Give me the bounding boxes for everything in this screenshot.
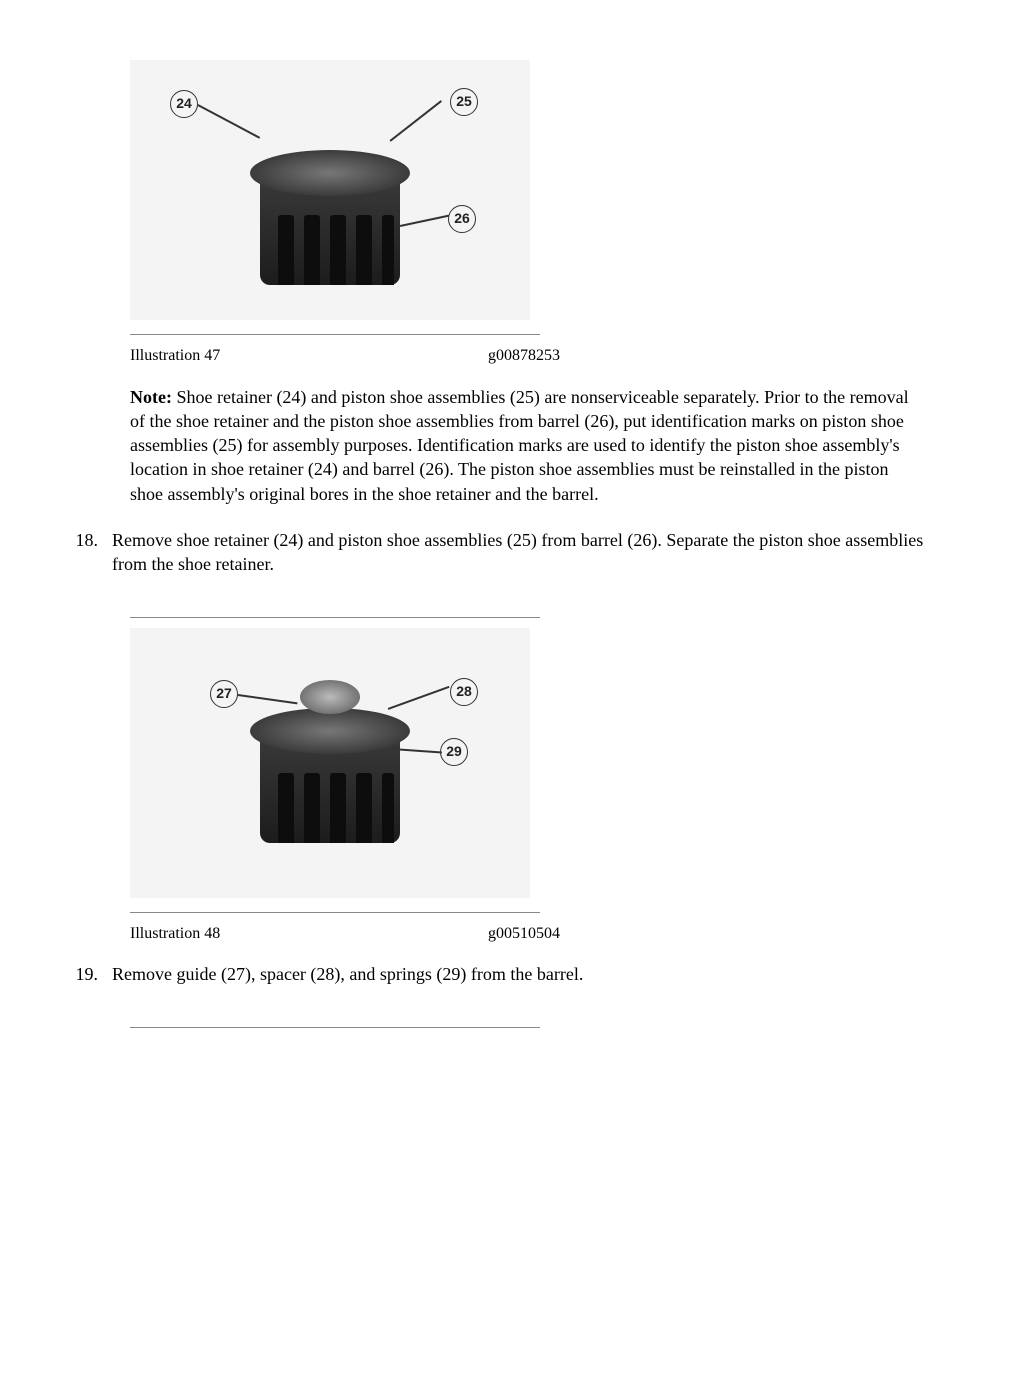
callout-24: 24 <box>170 90 198 118</box>
illustration-label: Illustration 48 <box>130 923 488 945</box>
step-19: 19. Remove guide (27), spacer (28), and … <box>60 962 944 986</box>
note-block: Note: Shoe retainer (24) and piston shoe… <box>130 385 924 506</box>
callout-29: 29 <box>440 738 468 766</box>
callout-26: 26 <box>448 205 476 233</box>
illustration-id: g00510504 <box>488 923 560 945</box>
illustration-48-image: 27 28 29 <box>130 628 530 898</box>
illustration-47-image: 24 25 26 <box>130 60 530 320</box>
figure-47-caption: Illustration 47 g00878253 <box>130 345 560 367</box>
step-18: 18. Remove shoe retainer (24) and piston… <box>60 528 944 577</box>
trailing-figure-block <box>130 1027 944 1028</box>
figure-divider <box>130 912 540 913</box>
note-text: Shoe retainer (24) and piston shoe assem… <box>130 387 909 504</box>
figure-48: 27 28 29 Illustration 48 g00510504 <box>130 617 944 945</box>
callout-25: 25 <box>450 88 478 116</box>
note-label: Note: <box>130 387 176 407</box>
illustration-id: g00878253 <box>488 345 560 367</box>
figure-47: 24 25 26 Illustration 47 g00878253 <box>130 60 944 367</box>
step-text: Remove guide (27), spacer (28), and spri… <box>112 962 944 986</box>
illustration-label: Illustration 47 <box>130 345 488 367</box>
figure-48-caption: Illustration 48 g00510504 <box>130 923 560 945</box>
callout-28: 28 <box>450 678 478 706</box>
step-number: 19. <box>60 962 112 986</box>
step-text: Remove shoe retainer (24) and piston sho… <box>112 528 944 577</box>
step-number: 18. <box>60 528 112 577</box>
figure-divider <box>130 334 540 335</box>
callout-27: 27 <box>210 680 238 708</box>
figure-divider-top <box>130 617 540 618</box>
figure-divider-top <box>130 1027 540 1028</box>
